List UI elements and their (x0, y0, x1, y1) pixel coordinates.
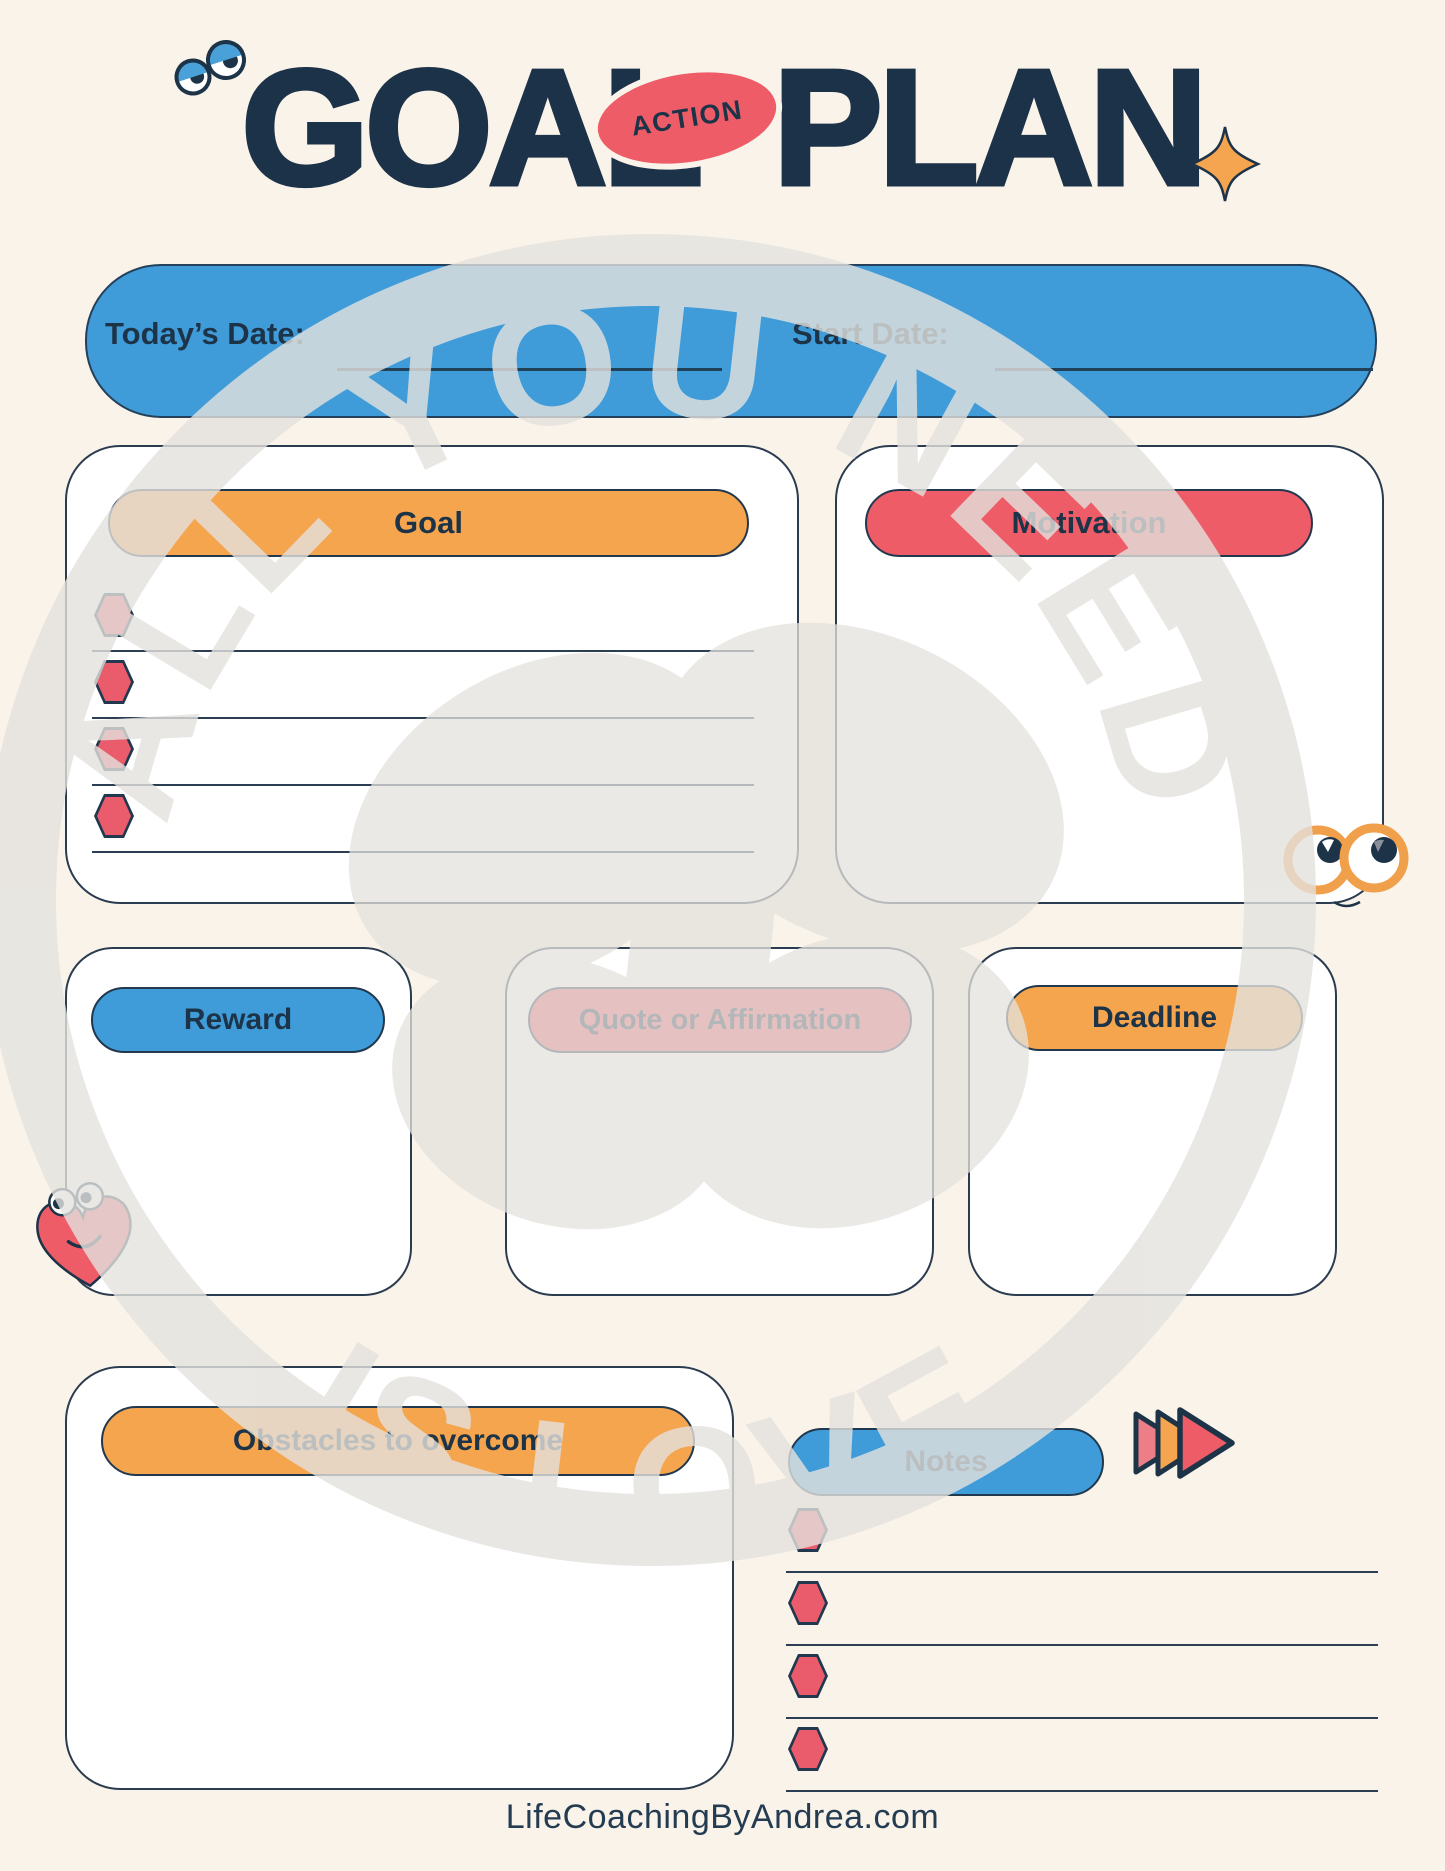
hexagon-bullet-fill (791, 1730, 825, 1768)
quote-heading: Quote or Affirmation (578, 1003, 862, 1036)
hexagon-bullet-fill (97, 797, 131, 835)
motivation-heading: Motivation (1011, 505, 1167, 540)
hexagon-bullet-fill (791, 1657, 825, 1695)
todays-date-label: Today’s Date: (105, 316, 305, 351)
quote-content-area[interactable] (527, 1069, 912, 1274)
date-banner: Today’s Date: Start Date: (85, 264, 1377, 418)
start-date-line[interactable] (995, 368, 1373, 371)
hexagon-bullet-icon (788, 1727, 828, 1771)
bullet-row (786, 1573, 1388, 1646)
fast-forward-arrows-icon (1133, 1407, 1235, 1479)
bullet-row (92, 652, 764, 719)
write-line[interactable] (786, 1644, 1378, 1646)
motivation-heading-pill: Motivation (865, 489, 1313, 557)
write-line[interactable] (92, 851, 754, 853)
hexagon-bullet-fill (791, 1511, 825, 1549)
deadline-heading-pill: Deadline (1006, 985, 1303, 1051)
hexagon-bullet-icon (94, 727, 134, 771)
goal-bullet-list (92, 585, 764, 853)
bullet-row (786, 1719, 1388, 1792)
goal-heading-pill: Goal (108, 489, 749, 557)
obstacles-content-area[interactable] (87, 1488, 712, 1768)
action-badge-label: ACTION (628, 93, 745, 142)
obstacles-heading: Obstacles to overcome (232, 1424, 564, 1457)
hexagon-bullet-icon (94, 794, 134, 838)
hexagon-bullet-fill (97, 596, 131, 634)
goal-panel: Goal (65, 445, 799, 904)
todays-date-line[interactable] (337, 368, 722, 371)
start-date-label: Start Date: (792, 316, 949, 351)
hexagon-bullet-icon (94, 660, 134, 704)
bullet-row (786, 1500, 1388, 1573)
quote-heading-pill: Quote or Affirmation (528, 987, 912, 1053)
hexagon-bullet-icon (94, 593, 134, 637)
googly-eyes-icon (174, 40, 246, 96)
write-line[interactable] (786, 1790, 1378, 1792)
bullet-row (92, 585, 764, 652)
bullet-row (92, 719, 764, 786)
smiling-heart-icon (36, 1182, 132, 1288)
bullet-row (92, 786, 764, 853)
bullet-row (786, 1646, 1388, 1719)
hexagon-bullet-icon (788, 1581, 828, 1625)
motivation-googly-eyes-icon (1283, 823, 1409, 908)
notes-bullet-list (786, 1500, 1388, 1792)
quote-panel: Quote or Affirmation (505, 947, 934, 1296)
sparkle-icon (1188, 126, 1262, 202)
footer-url: LifeCoachingByAndrea.com (505, 1798, 940, 1836)
hexagon-bullet-fill (97, 663, 131, 701)
obstacles-panel: Obstacles to overcome (65, 1366, 734, 1790)
notes-heading: Notes (904, 1445, 988, 1478)
reward-heading: Reward (183, 1003, 293, 1036)
obstacles-heading-pill: Obstacles to overcome (101, 1406, 695, 1476)
write-line[interactable] (786, 1571, 1378, 1573)
deadline-heading: Deadline (1091, 1001, 1218, 1034)
write-line[interactable] (786, 1717, 1378, 1719)
hexagon-bullet-fill (97, 730, 131, 768)
reward-heading-pill: Reward (91, 987, 385, 1053)
hexagon-bullet-icon (788, 1508, 828, 1552)
notes-heading-pill: Notes (788, 1428, 1104, 1496)
hexagon-bullet-icon (788, 1654, 828, 1698)
deadline-content-area[interactable] (990, 1069, 1315, 1274)
title-word-plan: PLAN (771, 36, 1210, 219)
hexagon-bullet-fill (791, 1584, 825, 1622)
goal-heading: Goal (394, 505, 463, 540)
deadline-panel: Deadline (968, 947, 1337, 1296)
